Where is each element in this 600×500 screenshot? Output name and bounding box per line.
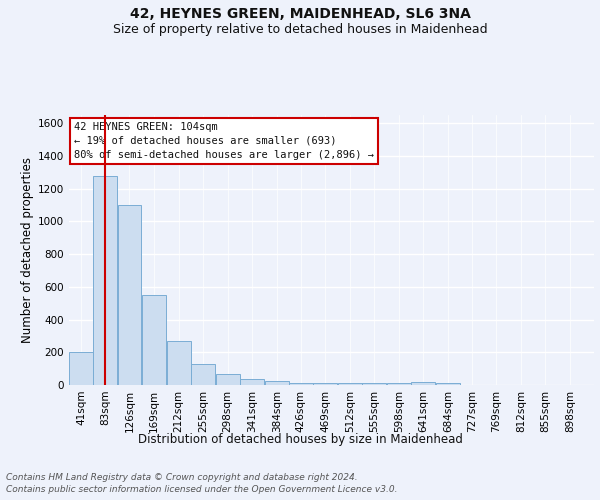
Text: Contains public sector information licensed under the Open Government Licence v3: Contains public sector information licen…	[6, 485, 398, 494]
Bar	[93, 176, 117, 385]
Bar	[191, 364, 215, 385]
Bar	[362, 384, 386, 385]
Bar	[313, 384, 337, 385]
Text: 42, HEYNES GREEN, MAIDENHEAD, SL6 3NA: 42, HEYNES GREEN, MAIDENHEAD, SL6 3NA	[130, 8, 470, 22]
Text: Contains HM Land Registry data © Crown copyright and database right 2024.: Contains HM Land Registry data © Crown c…	[6, 472, 358, 482]
Text: Distribution of detached houses by size in Maidenhead: Distribution of detached houses by size …	[137, 432, 463, 446]
Bar	[412, 382, 436, 385]
Bar	[265, 382, 289, 385]
Text: 42 HEYNES GREEN: 104sqm
← 19% of detached houses are smaller (693)
80% of semi-d: 42 HEYNES GREEN: 104sqm ← 19% of detache…	[74, 122, 374, 160]
Bar	[387, 384, 411, 385]
Bar	[215, 374, 239, 385]
Bar	[289, 383, 313, 385]
Bar	[338, 384, 362, 385]
Text: Size of property relative to detached houses in Maidenhead: Size of property relative to detached ho…	[113, 22, 487, 36]
Bar	[240, 380, 264, 385]
Bar	[436, 384, 460, 385]
Y-axis label: Number of detached properties: Number of detached properties	[21, 157, 34, 343]
Bar	[69, 352, 93, 385]
Bar	[142, 295, 166, 385]
Bar	[167, 341, 191, 385]
Bar	[118, 205, 142, 385]
